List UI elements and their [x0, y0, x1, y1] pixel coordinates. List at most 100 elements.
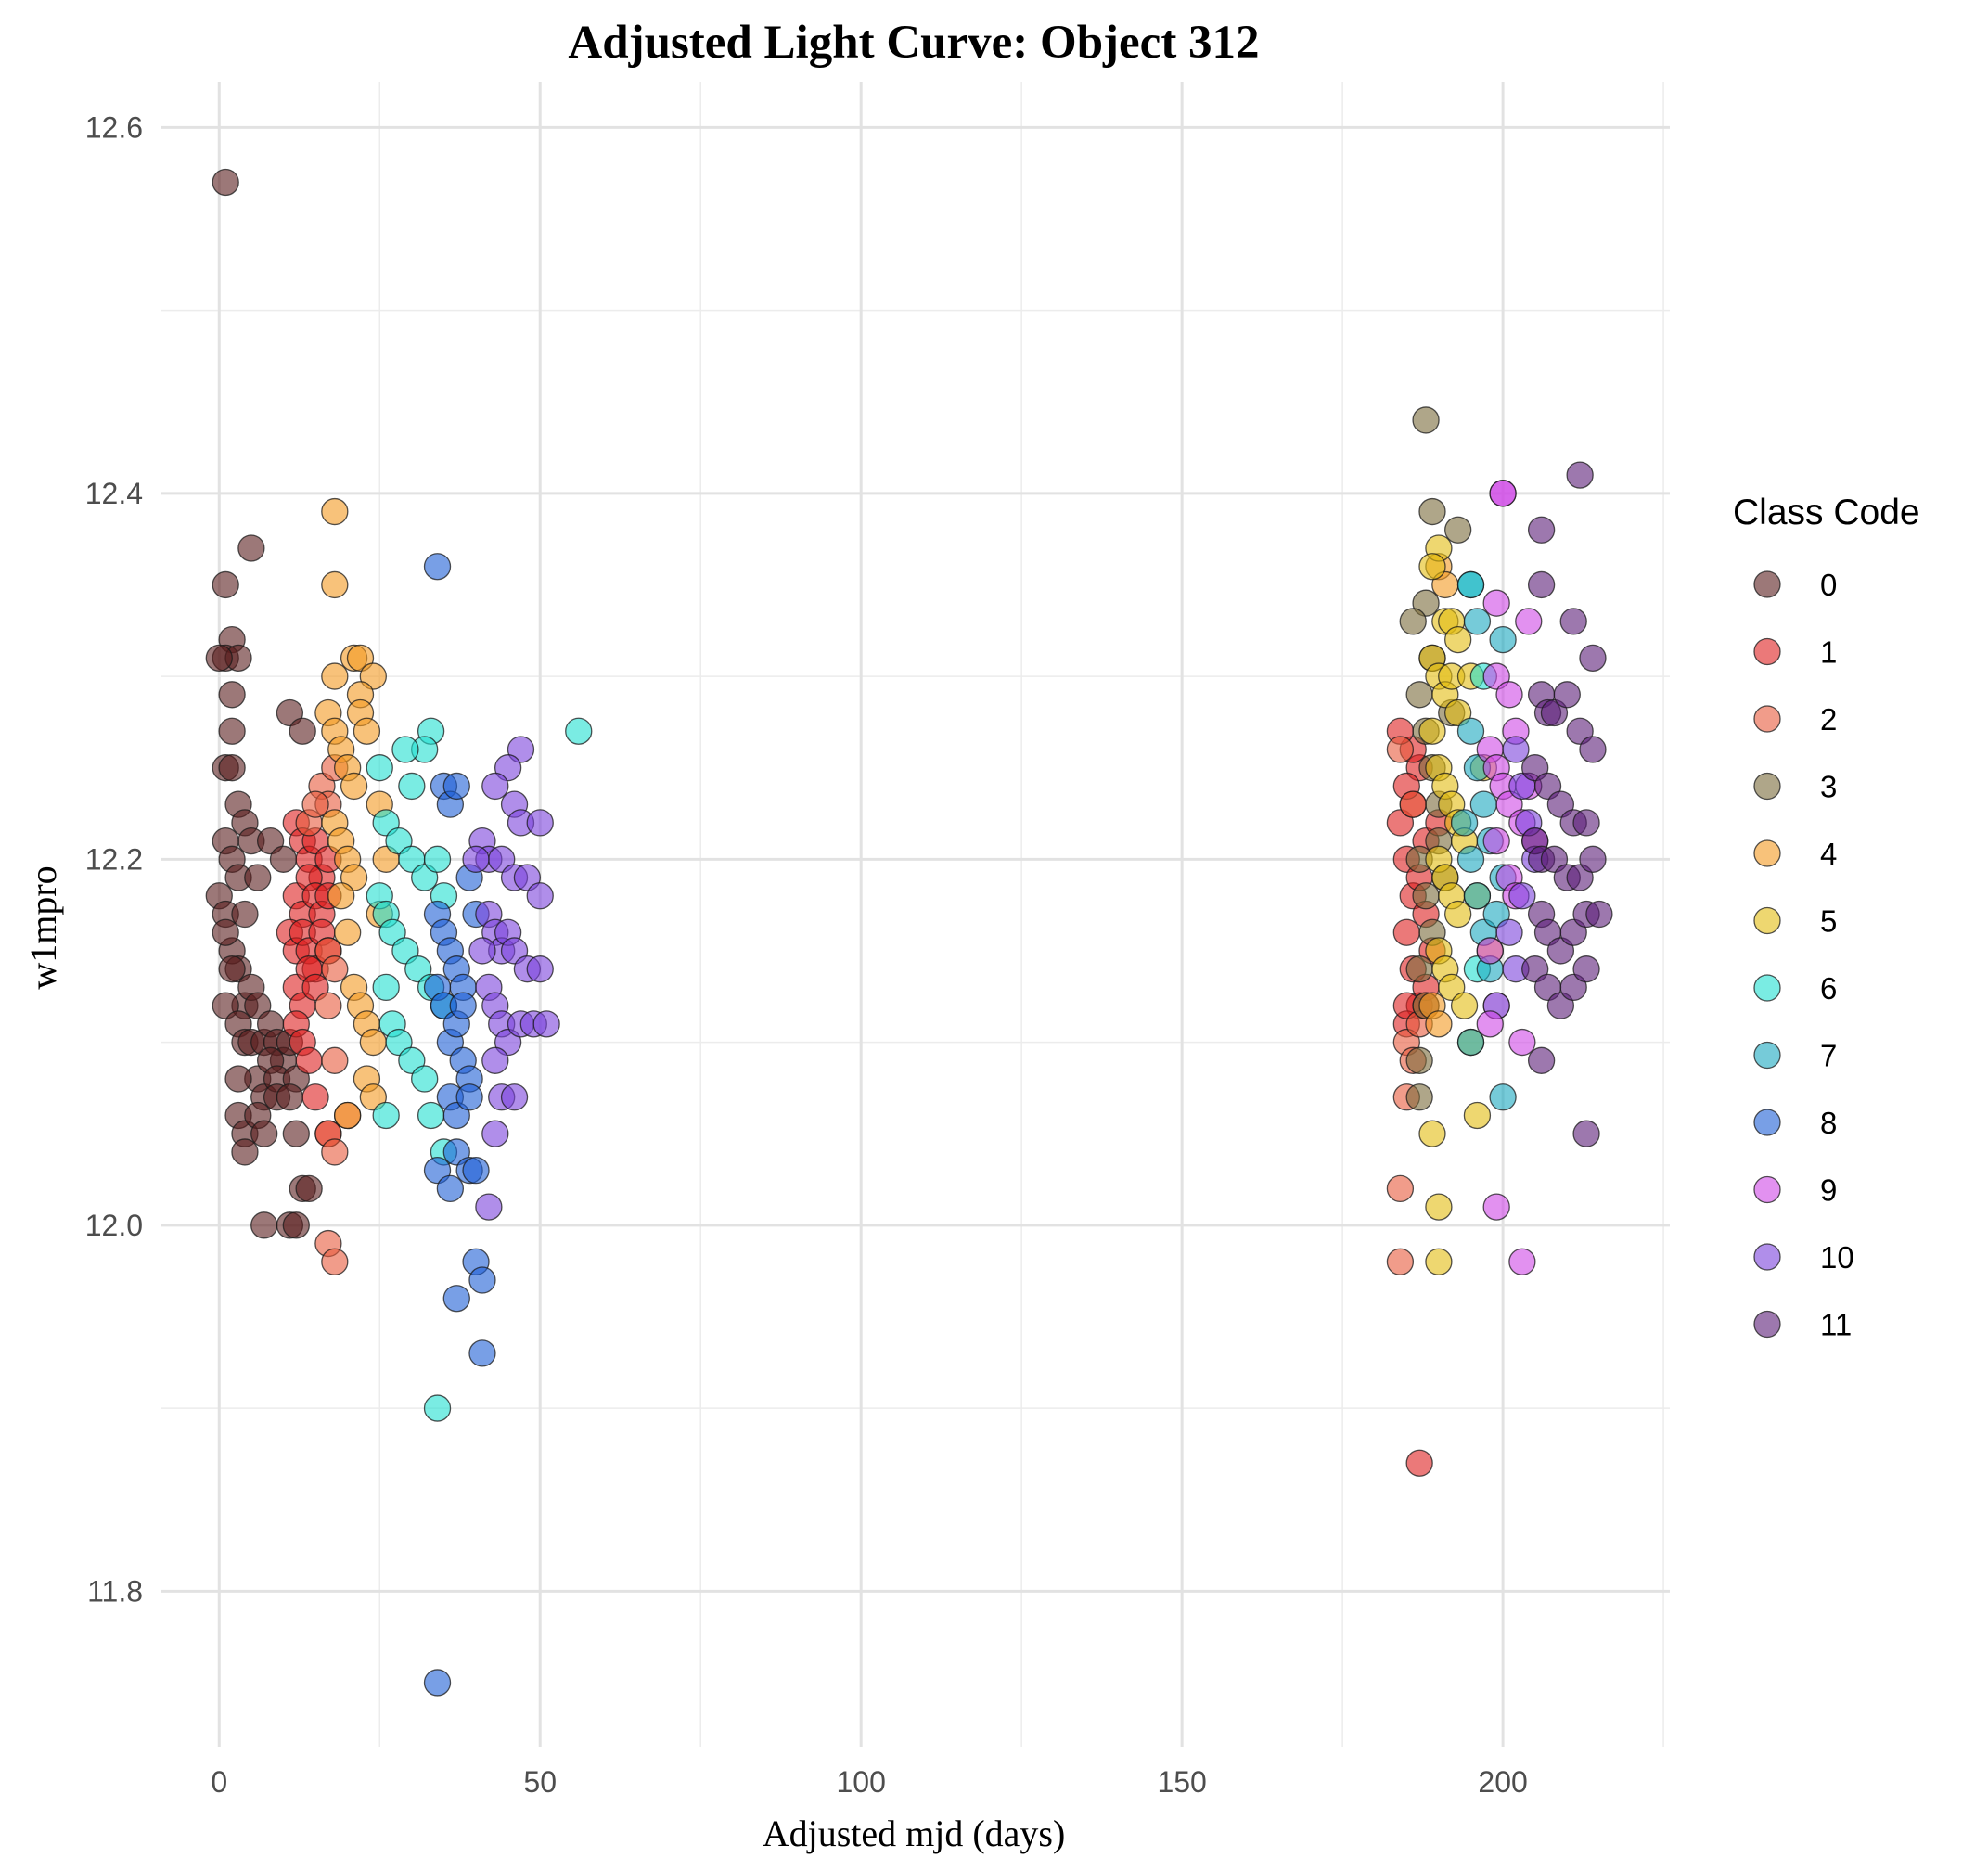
legend-label: 5 — [1820, 904, 1837, 939]
data-point — [1579, 736, 1607, 763]
data-point — [1418, 717, 1446, 745]
x-axis-label: Adjusted mjd (days) — [763, 1813, 1066, 1854]
data-point — [231, 900, 259, 929]
y-tick-label: 12.6 — [85, 110, 143, 144]
data-point — [1412, 882, 1440, 910]
data-point — [1489, 480, 1517, 507]
data-point — [500, 1083, 529, 1111]
x-tick-label: 100 — [836, 1765, 885, 1799]
data-point — [1399, 790, 1427, 818]
data-point — [1489, 625, 1517, 654]
data-point — [411, 1065, 439, 1093]
legend-label: 3 — [1820, 770, 1837, 804]
data-point — [468, 1339, 496, 1367]
data-point — [1559, 608, 1587, 635]
legend: Class Code 0 1 2 3 4 5 6 7 8 9 10 11 — [1733, 493, 1920, 1342]
data-point — [1418, 1120, 1446, 1147]
data-point — [1456, 717, 1485, 745]
data-point — [1508, 1028, 1536, 1057]
legend-key — [1753, 1175, 1781, 1204]
data-point — [1399, 608, 1427, 635]
data-point — [468, 1266, 496, 1294]
data-point — [218, 955, 246, 983]
data-point — [353, 717, 381, 745]
data-point — [1463, 1101, 1492, 1130]
data-point — [359, 1028, 387, 1057]
x-tick-label: 200 — [1478, 1765, 1527, 1799]
data-point — [1579, 644, 1607, 672]
data-point — [212, 168, 239, 197]
data-point — [526, 955, 554, 983]
data-point — [1405, 1083, 1433, 1111]
data-point — [423, 1394, 452, 1422]
chart-title: Adjusted Light Curve: Object 312 — [568, 17, 1259, 69]
data-point — [481, 1120, 509, 1147]
data-point — [1444, 900, 1472, 929]
data-point — [1405, 681, 1433, 709]
x-tick-label: 150 — [1157, 1765, 1206, 1799]
data-point — [1527, 516, 1556, 544]
data-point — [301, 790, 329, 818]
legend-label: 0 — [1820, 568, 1837, 602]
data-point — [321, 662, 349, 690]
data-point — [327, 882, 355, 910]
data-point — [321, 1046, 349, 1074]
data-point — [205, 644, 233, 672]
data-point — [1386, 1174, 1415, 1203]
data-point — [231, 1138, 259, 1166]
data-point — [224, 1065, 252, 1093]
data-point — [1392, 918, 1420, 946]
data-point — [1508, 882, 1536, 910]
data-point — [417, 1101, 445, 1130]
data-point — [218, 717, 246, 745]
data-point — [526, 882, 554, 910]
data-point — [1585, 900, 1613, 929]
data-point — [565, 717, 593, 745]
data-point — [1495, 918, 1523, 946]
data-point — [442, 1285, 470, 1313]
legend-key — [1753, 1041, 1781, 1070]
data-point — [1476, 937, 1504, 965]
data-point — [1450, 992, 1479, 1019]
data-point — [282, 1211, 310, 1239]
data-point — [340, 772, 368, 801]
legend-label: 2 — [1820, 702, 1837, 737]
data-point — [276, 1083, 304, 1111]
legend-key — [1753, 1310, 1781, 1339]
data-point — [321, 955, 349, 983]
data-point — [1482, 827, 1510, 855]
data-point — [218, 681, 246, 709]
data-point — [321, 1248, 349, 1275]
data-point — [436, 1174, 465, 1203]
data-point — [1418, 553, 1446, 581]
legend-key — [1753, 906, 1781, 935]
data-point — [1425, 1193, 1453, 1221]
data-point — [455, 1083, 483, 1111]
data-point — [1405, 1046, 1433, 1074]
data-point — [295, 1046, 323, 1074]
legend-key — [1753, 1109, 1781, 1136]
legend-key — [1753, 772, 1781, 801]
legend-key — [1753, 637, 1781, 666]
y-tick-label: 12.0 — [85, 1209, 143, 1242]
data-point — [423, 553, 452, 581]
data-point — [212, 918, 239, 946]
data-point — [532, 1010, 560, 1038]
legend-label: 4 — [1820, 837, 1837, 871]
data-point — [237, 534, 265, 562]
data-point — [1566, 461, 1594, 489]
data-point — [462, 845, 490, 873]
data-point — [1418, 497, 1446, 526]
data-point — [462, 1157, 490, 1185]
data-point — [295, 1174, 323, 1203]
data-point — [1482, 589, 1510, 617]
data-point — [423, 845, 452, 873]
data-point — [1527, 1046, 1556, 1074]
data-point — [526, 809, 554, 837]
data-point — [366, 754, 393, 782]
data-point — [1489, 1083, 1517, 1111]
data-point — [481, 772, 509, 801]
data-point — [244, 864, 272, 891]
data-point — [282, 1120, 310, 1147]
